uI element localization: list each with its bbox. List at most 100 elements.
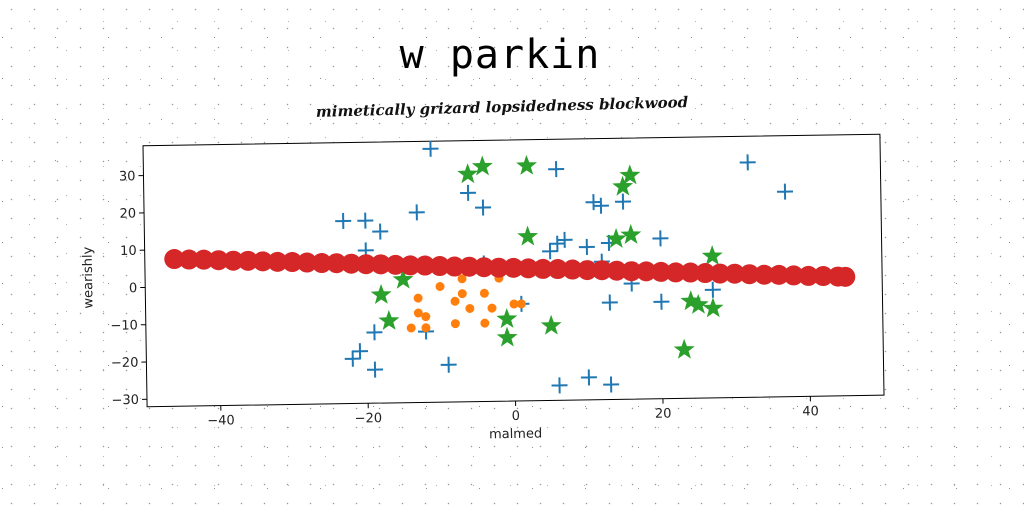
red-point [459,256,480,277]
plus-point [592,197,609,214]
star-point [702,297,724,318]
plus-point [652,230,669,247]
red-point [223,250,244,271]
orange-point [450,296,460,306]
orange-point [516,299,526,309]
tick-layer: −40 −20 0 20 40 −30 −20 −10 0 10 20 30 [110,169,819,429]
red-point [591,260,612,281]
plus-point [614,193,632,210]
red-point [636,261,657,282]
series-circle [406,273,526,333]
orange-point [413,308,423,318]
red-point [429,256,450,277]
plus-point [335,212,352,229]
red-point [208,250,229,271]
red-point [193,249,214,270]
orange-point [457,289,467,299]
red-point [532,258,553,279]
star-point [673,338,695,359]
plus-point [408,204,425,221]
star-point [471,155,493,176]
red-point [562,259,583,280]
red-point [341,253,362,274]
red-point [164,249,185,270]
red-point [724,263,745,284]
red-point [355,254,376,275]
star-point [620,224,642,245]
plot-layer [164,140,856,394]
plus-point [580,369,597,386]
plus-point [551,377,568,394]
orange-point [480,318,490,328]
orange-point [457,274,467,284]
star-point [496,308,518,329]
series-star [370,154,724,359]
y-tick-label: 20 [119,207,136,222]
x-tick-label: 20 [655,407,672,422]
red-point [650,261,671,282]
plus-point [548,161,565,178]
y-tick-label: 10 [120,244,137,259]
y-tick-label: 30 [119,169,136,184]
red-point [252,251,273,272]
y-tick-label: −30 [111,393,139,408]
red-point [238,250,259,271]
plus-point [422,140,439,157]
orange-point [487,303,497,313]
plus-point [366,324,383,341]
star-point [457,163,479,184]
red-point [488,257,509,278]
star-point [619,164,641,185]
plus-point [556,231,573,248]
orange-point [435,282,445,292]
star-point [496,326,518,347]
plus-point [344,350,361,367]
red-point [518,258,539,279]
red-point [835,266,856,287]
red-point [179,249,200,270]
x-tick-label: −40 [207,413,235,428]
orange-point [413,293,423,303]
plus-point [776,183,794,200]
red-point [267,251,288,272]
series-circle-large [164,249,856,287]
plus-point [357,212,374,229]
red-point [296,252,317,273]
plus-point [542,243,559,260]
plus-point [549,235,566,252]
star-point [516,154,538,175]
plus-point [739,154,756,171]
star-point [701,245,723,266]
red-point [400,255,421,276]
red-point [282,252,303,273]
plus-point [351,343,369,360]
orange-point [406,323,416,333]
plus-point [603,376,620,393]
red-point [680,262,701,283]
orange-point [421,312,431,322]
red-point [414,255,435,276]
red-point [547,259,568,280]
plus-point [704,281,721,298]
star-point [370,283,392,304]
red-point [739,264,760,285]
page-title: w parkin [399,32,601,78]
plus-point [585,194,602,211]
red-point [665,262,686,283]
plus-point [475,199,492,216]
y-tick-label: −10 [110,318,138,333]
red-point [473,257,494,278]
red-point [606,260,627,281]
star-point [605,228,627,249]
red-point [326,253,347,274]
red-point [709,263,730,284]
red-point [577,260,598,281]
y-axis-label: wearishly [81,246,97,308]
red-point [444,256,465,277]
red-point [385,254,406,275]
plus-point [578,238,595,255]
star-point [378,309,400,330]
red-point [370,254,391,275]
orange-point [465,303,475,313]
